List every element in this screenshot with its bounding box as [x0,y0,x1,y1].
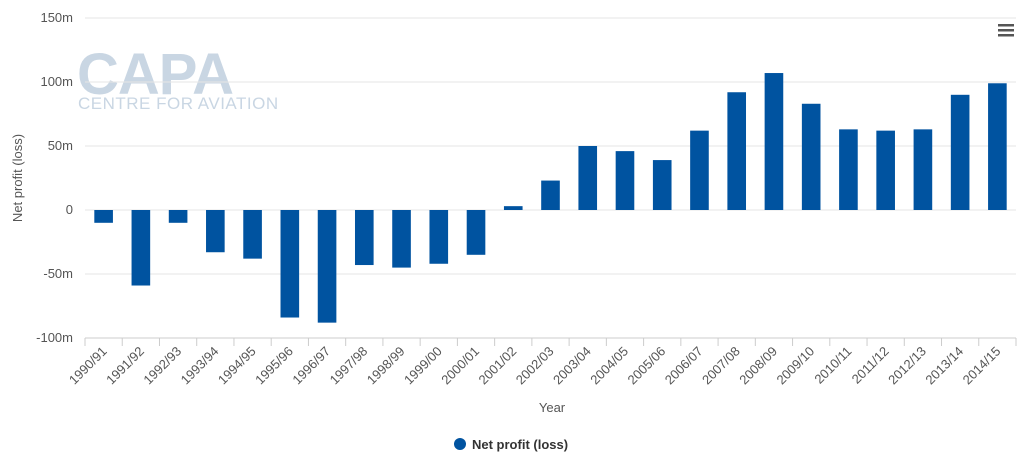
y-tick-label: -100m [36,330,73,345]
capa-watermark-logo: CAPA CENTRE FOR AVIATION [77,42,279,113]
y-axis-title: Net profit (loss) [10,134,25,222]
bar [206,210,225,253]
bar [280,210,300,318]
x-tick-label: 1999/00 [401,344,445,388]
bar [690,130,709,210]
x-axis [84,337,1017,346]
x-tick-label: 2012/13 [885,344,929,388]
bar [466,210,486,255]
bar [578,146,598,210]
x-tick-label: 2014/15 [960,344,1004,388]
chart-menu-button[interactable] [998,24,1014,37]
bar [652,160,672,210]
x-tick-label: 2008/09 [736,344,780,388]
y-tick-label: 100m [40,74,73,89]
x-tick-label: 2001/02 [476,344,520,388]
bar [503,206,523,210]
y-tick-label: 50m [48,138,73,153]
x-tick-label: 2010/11 [811,344,854,387]
legend-label: Net profit (loss) [472,437,568,452]
bar [392,210,411,268]
bar [801,103,821,210]
bar [317,210,337,323]
bar [913,129,933,210]
bar [243,210,262,259]
watermark-logo-text: CAPA [77,42,233,107]
bar [94,210,113,223]
bar [168,210,188,223]
x-axis-tick-labels: 1990/911991/921992/931993/941994/951995/… [66,344,1004,388]
bar [354,210,374,266]
x-tick-label: 1992/93 [140,344,184,388]
y-tick-label: 0 [66,202,73,217]
bar [131,210,151,286]
x-tick-label: 1991/92 [103,344,147,388]
y-tick-label: -50m [43,266,73,281]
bar [615,151,635,210]
x-tick-label: 2002/03 [513,344,557,388]
x-tick-label: 1995/96 [252,344,296,388]
x-tick-label: 1998/99 [364,344,408,388]
bar [839,129,858,210]
x-tick-label: 2011/12 [849,344,892,387]
x-tick-label: 1994/95 [215,344,259,388]
x-tick-label: 2007/08 [699,344,743,388]
bar [541,180,560,210]
watermark-tagline: CENTRE FOR AVIATION [78,94,279,113]
hamburger-menu-icon [998,24,1014,37]
x-tick-label: 2000/01 [438,344,482,388]
x-axis-title: Year [539,400,566,415]
x-tick-label: 2005/06 [625,344,669,388]
legend-marker [454,438,466,450]
bar [764,73,784,210]
y-tick-label: 150m [40,10,73,25]
x-tick-label: 1997/98 [327,344,371,388]
legend[interactable]: Net profit (loss) [454,437,568,452]
x-tick-label: 2009/10 [773,344,817,388]
bar [876,130,895,210]
bars [94,73,1007,323]
x-tick-label: 2003/04 [550,344,594,388]
bar [950,94,970,210]
x-tick-label: 2013/14 [922,344,966,388]
bar [988,83,1007,210]
x-tick-label: 1996/97 [289,344,333,388]
bar [727,92,747,210]
x-tick-label: 2006/07 [662,344,706,388]
y-axis-tick-labels: -100m -50m 0 50m 100m 150m [36,10,73,345]
x-tick-label: 1990/91 [66,344,110,388]
x-tick-label: 1993/94 [178,344,222,388]
bar [429,210,449,264]
x-tick-label: 2004/05 [587,344,631,388]
